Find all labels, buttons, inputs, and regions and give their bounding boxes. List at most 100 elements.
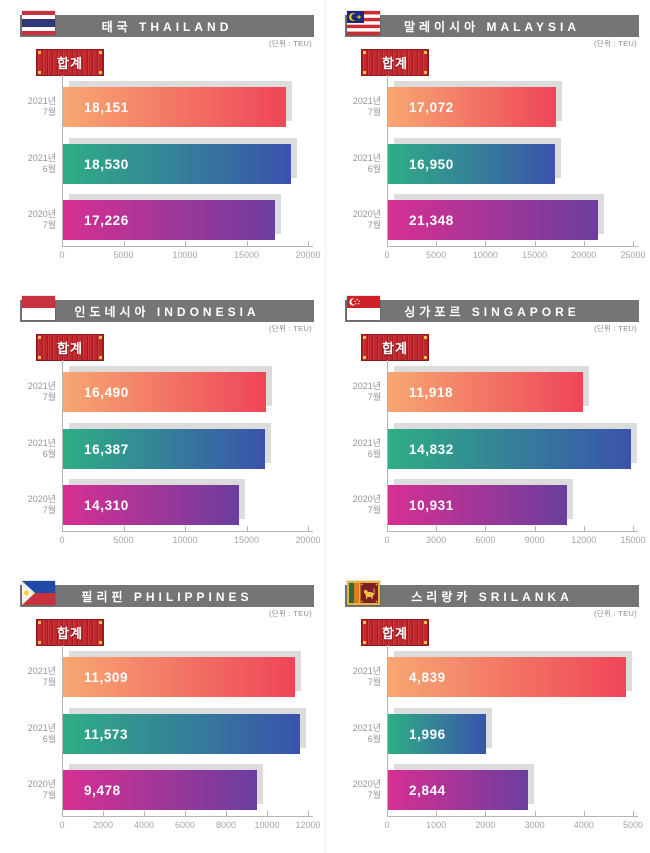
category-label-month: 7월 [42,219,56,230]
y-axis-line [387,645,388,816]
container-corner-dot [424,51,427,54]
x-axis-tick-label: 15000 [522,250,548,260]
bar-2021-07: 11,918 [388,372,583,412]
x-axis-tick [123,526,125,531]
category-label-year: 2021년 [27,96,56,106]
x-axis-tick-label: 20000 [571,250,597,260]
x-axis-tick [485,526,487,531]
x-axis-tick [633,241,634,246]
country-panel: 인도네시아 INDONESIA (단위 : TEU) 합계 2021년 7월 16,… [0,285,325,570]
y-axis-line [62,75,63,246]
category-label-month: 7월 [42,789,56,800]
category-label: 2021년 6월 [325,723,381,744]
panel-title-bar: 필리핀 PHILIPPINES [20,585,314,607]
x-axis-tick [387,241,388,246]
x-axis-tick [387,811,388,816]
bar-2020-07: 17,226 [63,200,275,240]
x-axis-tick [144,811,145,816]
panel-title-bar: 말레이시아 MALAYSIA [345,15,639,37]
x-axis-tick [62,811,63,816]
category-label: 2021년 6월 [0,723,56,744]
category-label-year: 2020년 [352,494,381,504]
x-axis-tick [436,241,438,246]
x-axis-tick [185,526,186,531]
x-axis-line [387,246,638,247]
container-corner-dot [424,336,427,339]
x-axis-tick-label: 0 [59,250,65,260]
x-axis-tick-label: 12000 [295,820,321,830]
x-axis-tick-label: 5000 [426,250,447,260]
bar-value-label: 17,226 [84,212,129,228]
x-axis-tick [103,811,104,816]
category-label-month: 7월 [367,789,381,800]
x-axis-tick-label: 4000 [133,820,155,830]
x-axis-tick-label: 5000 [622,820,644,830]
bar-2021-06: 14,832 [388,429,631,469]
bar-2021-06: 18,530 [63,144,291,184]
category-label-year: 2020년 [27,209,56,219]
category-label-year: 2021년 [352,381,381,391]
y-axis-line [62,645,63,816]
x-axis-tick-label: 6000 [475,535,496,545]
x-axis-tick [246,526,248,531]
country-panel: 필리핀 PHILIPPINES (단위 : TEU) 합계 2021년 7월 11,… [0,570,325,853]
x-axis-tick-label: 10000 [172,250,198,260]
bar-value-label: 16,490 [84,384,129,400]
panel-title: 싱가포르 SINGAPORE [404,304,580,319]
y-axis-line [387,360,388,531]
container-corner-dot [38,641,41,644]
container-corner-dot [363,71,366,74]
category-label: 2021년 7월 [325,666,381,687]
total-badge-label: 합계 [382,626,408,641]
x-axis-tick-label: 3000 [524,820,545,830]
container-corner-dot [99,51,102,54]
category-label-year: 2020년 [352,779,381,789]
x-axis-tick-label: 2000 [475,820,496,830]
total-badge: 합계 [36,49,104,76]
x-axis-tick-label: 20000 [295,250,321,260]
container-corner-dot [99,641,102,644]
panel-title: 스리랑카 SRILANKA [411,589,573,604]
bar-2021-06: 1,996 [388,714,486,754]
x-axis-tick [62,241,63,246]
category-label: 2020년 7월 [325,494,381,515]
bar-value-label: 11,573 [84,726,129,742]
container-corner-dot [99,71,102,74]
category-label-year: 2021년 [27,723,56,733]
unit-label: (단위 : TEU) [593,39,637,48]
x-axis-line [387,816,638,817]
x-axis-tick [485,241,487,246]
x-axis-tick-label: 1000 [426,820,447,830]
x-axis-tick [534,811,536,816]
category-label: 2021년 7월 [325,381,381,402]
bar-2020-07: 21,348 [388,200,598,240]
container-corner-dot [99,336,102,339]
category-label-month: 7월 [367,219,381,230]
x-axis-tick-label: 10000 [472,250,498,260]
container-corner-dot [38,51,41,54]
x-axis-tick-label: 0 [384,535,390,545]
total-badge-label: 합계 [57,341,83,356]
total-badge: 합계 [361,619,429,646]
total-badge: 합계 [361,49,429,76]
category-label: 2021년 7월 [0,381,56,402]
category-label-month: 7월 [367,391,381,402]
category-label-year: 2021년 [352,666,381,676]
column-divider [325,0,326,853]
x-axis-tick-label: 10000 [172,535,198,545]
x-axis-tick [267,811,268,816]
category-label-month: 7월 [367,676,381,687]
total-badge-label: 합계 [382,56,408,71]
bar-2020-07: 10,931 [388,485,567,525]
category-label-year: 2021년 [27,153,56,163]
container-corner-dot [99,356,102,359]
x-axis-line [387,531,638,532]
x-axis-tick-label: 20000 [295,535,321,545]
total-badge-label: 합계 [382,341,408,356]
bar-2021-07: 16,490 [63,372,266,412]
panel-title: 인도네시아 INDONESIA [74,304,260,319]
philippines-flag-icon [22,581,55,605]
bar-2020-07: 2,844 [388,770,528,810]
x-axis-tick-label: 2000 [92,820,114,830]
total-badge: 합계 [36,334,104,361]
